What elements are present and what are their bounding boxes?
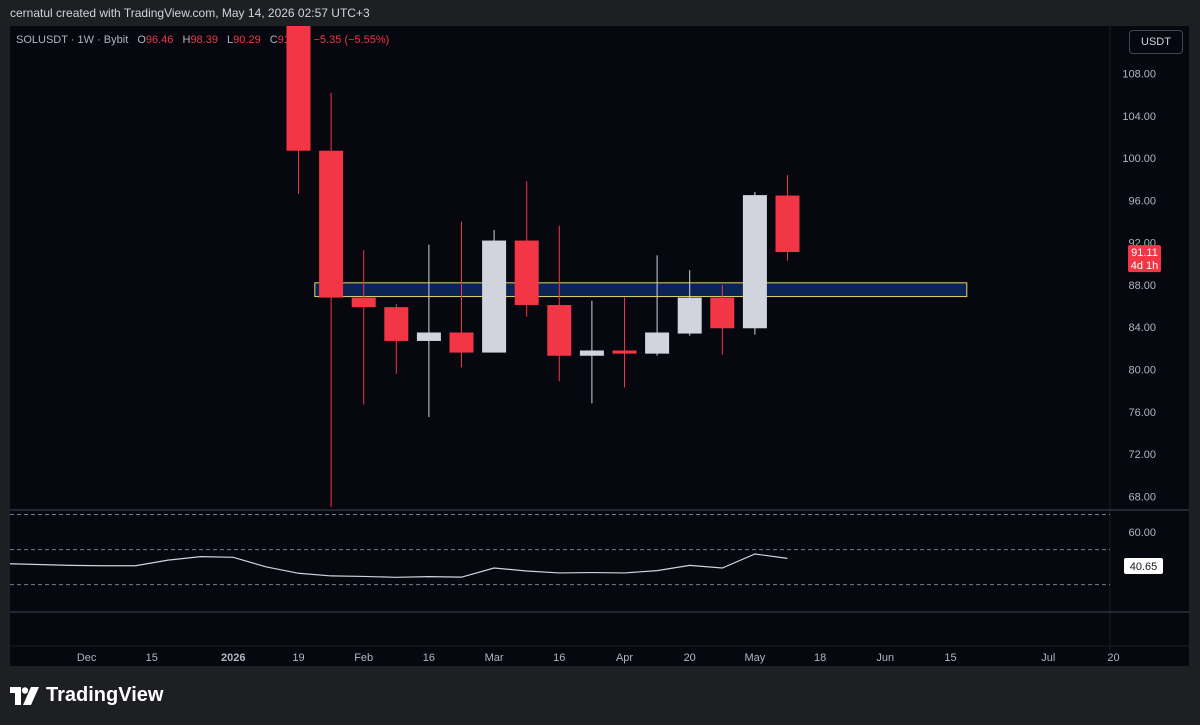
candle-up[interactable] [742,195,767,329]
time-tick-label: 20 [684,652,696,664]
candlestick-chart[interactable]: 108.00104.00100.0096.0092.0088.0084.0080… [10,26,1189,666]
candle-down[interactable] [710,297,735,329]
low-label: L [227,34,234,46]
price-tick-label: 104.00 [1122,111,1156,123]
candle-down[interactable] [775,195,800,253]
candle-down[interactable] [514,240,539,306]
candle-down[interactable] [449,332,474,353]
chart-caption: cernatul created with TradingView.com, M… [10,6,370,20]
time-tick-label: Apr [616,652,633,664]
tradingview-logo-icon [10,686,39,705]
candle-down[interactable] [286,26,311,151]
time-tick-label: 20 [1107,652,1119,664]
rsi-line [10,553,788,578]
price-tick-label: 100.00 [1122,153,1156,165]
price-tick-label: 80.00 [1128,364,1156,376]
currency-unit-button[interactable]: USDT [1129,30,1183,54]
open-value: 96.46 [145,34,174,46]
time-tick-label: Mar [485,652,504,664]
close-label: C [269,34,278,46]
time-tick-label: 15 [944,652,956,664]
support-zone-rectangle [314,282,968,298]
last-price-label: 91.11 [1131,247,1158,259]
time-tick-label: 18 [814,652,826,664]
price-tick-label: 88.00 [1128,280,1156,292]
candle-down[interactable] [319,150,344,298]
open-label: O [137,34,146,46]
candle-up[interactable] [579,350,604,356]
last-price-badge [1128,245,1161,273]
candle-down[interactable] [547,305,572,356]
symbol-title: SOLUSDT · 1W · Bybit [16,34,129,46]
time-tick-label: 19 [292,652,304,664]
candle-down[interactable] [351,297,376,308]
time-tick-label: May [745,652,766,664]
time-tick-label: Dec [77,652,97,664]
price-tick-label: 76.00 [1128,407,1156,419]
high-value: 98.39 [190,34,218,46]
candle-up[interactable] [677,297,702,334]
high-label: H [182,34,191,46]
close-value: 91.11 [277,34,305,46]
bar-countdown-label: 4d 1h [1131,260,1159,272]
price-tick-label: 96.00 [1128,195,1156,207]
time-tick-label: 16 [553,652,565,664]
brand-name: TradingView [46,684,164,706]
candle-up[interactable] [645,332,670,354]
chart-area[interactable]: 108.00 104.00 100.00 96.00 92.00 88.00 84.00 80… [10,26,1189,666]
price-tick-label: 72.00 [1128,449,1156,461]
price-tick-label: 68.00 [1128,491,1156,503]
time-tick-label: 15 [146,652,158,664]
candle-down[interactable] [612,350,637,354]
rsi-value-label: 40.65 [1130,561,1158,573]
time-tick-label: Feb [354,652,373,664]
time-tick-label: 16 [423,652,435,664]
change-value: −5.35 (−5.55%) [313,34,390,46]
symbol-info: SOLUSDT · 1W · Bybit O96.46 H98.39 L90.2… [16,34,395,46]
rsi-value-badge [1124,558,1163,574]
tradingview-logo[interactable]: TradingView [10,684,163,707]
low-value: 90.29 [233,34,261,46]
time-tick-label: 2026 [221,652,245,664]
rsi-tick-label: 60.00 [1128,527,1156,539]
candle-up[interactable] [416,332,441,341]
candle-down[interactable] [384,307,409,341]
time-tick-label: Jul [1041,652,1055,664]
price-tick-label: 108.00 [1122,69,1156,81]
candles-group [286,26,800,507]
time-tick-label: Jun [876,652,894,664]
price-tick-label: 84.00 [1128,322,1156,334]
candle-up[interactable] [482,240,507,353]
